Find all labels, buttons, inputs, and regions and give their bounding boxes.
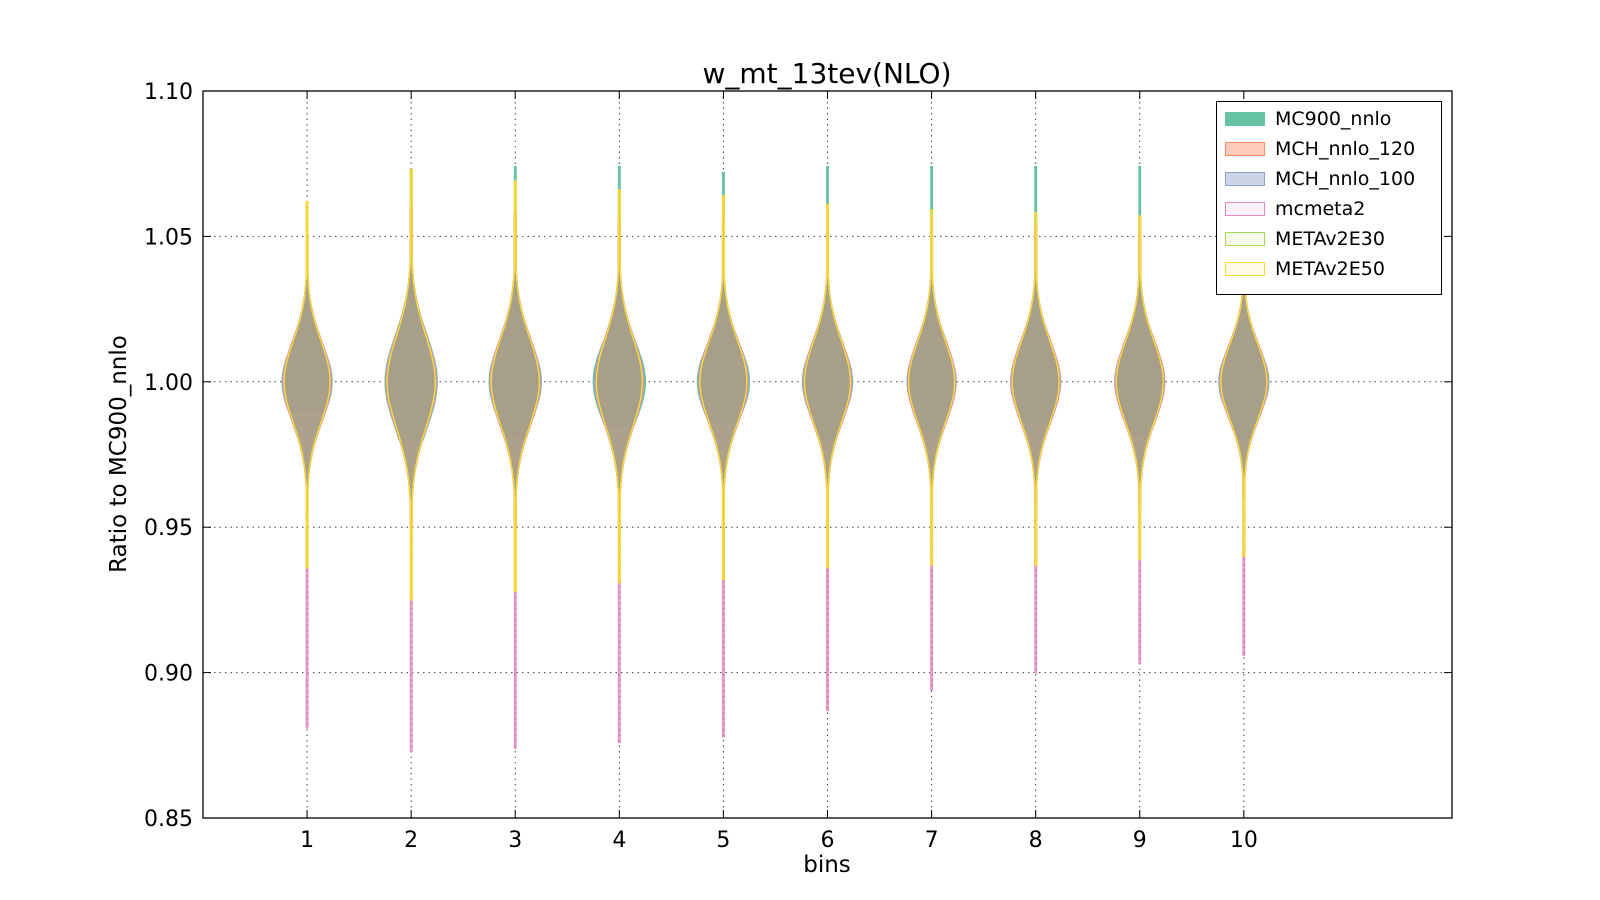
- y-tick-label: 1.05: [144, 225, 193, 250]
- violin-METAv2E50-bin-6: [803, 203, 852, 569]
- legend-label: MCH_nnlo_100: [1275, 168, 1416, 190]
- legend-label: MC900_nnlo: [1275, 108, 1392, 130]
- legend-item: MCH_nnlo_120: [1225, 138, 1415, 160]
- x-tick-label: 10: [1230, 828, 1258, 853]
- violins: [281, 165, 1270, 752]
- legend-label: mcmeta2: [1275, 198, 1366, 220]
- legend-swatch: [1225, 202, 1265, 216]
- violin-METAv2E50-bin-7: [908, 209, 956, 566]
- legend-item: METAv2E30: [1225, 228, 1385, 250]
- legend-item: METAv2E50: [1225, 258, 1385, 280]
- x-tick-label: 5: [716, 828, 730, 853]
- legend-label: MCH_nnlo_120: [1275, 138, 1416, 160]
- violin-METAv2E50-bin-3: [490, 180, 540, 592]
- y-tick-label: 1.00: [144, 371, 193, 396]
- violin-METAv2E50-bin-2: [386, 168, 436, 601]
- violin-METAv2E50-bin-1: [283, 200, 331, 569]
- legend-item: MC900_nnlo: [1225, 108, 1391, 130]
- x-axis-label: bins: [803, 852, 851, 878]
- y-tick-label: 0.90: [144, 662, 193, 687]
- violin-METAv2E50-bin-5: [699, 195, 748, 581]
- legend-swatch: [1225, 142, 1265, 156]
- legend-item: MCH_nnlo_100: [1225, 168, 1415, 190]
- x-tick-label: 2: [404, 828, 418, 853]
- ticks: 0.85 0.90 0.95 1.00 1.05 1.10 1 2 3 4 5 6 7 8 9 10: [144, 80, 1452, 853]
- chart-title: w_mt_13tev(NLO): [703, 57, 952, 90]
- x-tick-label: 7: [925, 828, 939, 853]
- x-tick-label: 8: [1029, 828, 1043, 853]
- violin-METAv2E50-bin-9: [1115, 215, 1164, 560]
- x-tick-label: 3: [508, 828, 522, 853]
- y-tick-label: 1.10: [144, 80, 193, 105]
- violin-METAv2E50-bin-8: [1011, 212, 1060, 566]
- y-axis-label: Ratio to MC900_nnlo: [106, 335, 132, 573]
- legend-swatch: [1225, 112, 1265, 126]
- y-tick-label: 0.95: [144, 516, 193, 541]
- x-tick-label: 9: [1133, 828, 1147, 853]
- legend-item: mcmeta2: [1225, 198, 1365, 220]
- legend-label: METAv2E30: [1275, 228, 1385, 250]
- x-tick-label: 4: [612, 828, 626, 853]
- violin-METAv2E50-bin-4: [595, 189, 643, 584]
- legend-label: METAv2E50: [1275, 258, 1385, 280]
- x-tick-label: 1: [300, 828, 314, 853]
- y-tick-label: 0.85: [144, 807, 193, 832]
- x-tick-label: 6: [821, 828, 835, 853]
- legend-swatch: [1225, 172, 1265, 186]
- legend-swatch: [1225, 232, 1265, 246]
- legend-swatch: [1225, 262, 1265, 276]
